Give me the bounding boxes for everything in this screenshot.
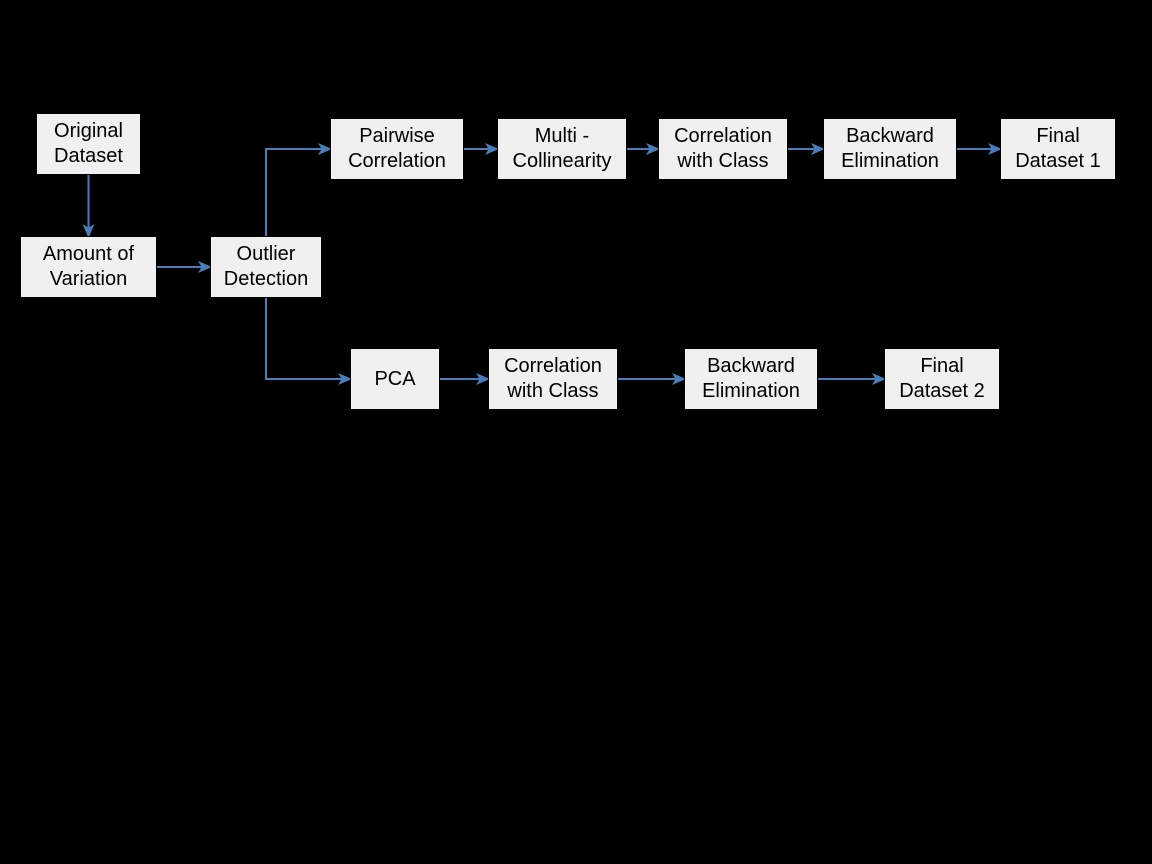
node-final1: Final Dataset 1 [1000, 118, 1116, 180]
node-multi: Multi - Collinearity [497, 118, 627, 180]
node-final2: Final Dataset 2 [884, 348, 1000, 410]
node-label: Pairwise Correlation [339, 124, 455, 174]
node-back1: Backward Elimination [823, 118, 957, 180]
node-pairwise: Pairwise Correlation [330, 118, 464, 180]
node-label: Amount ofVariation [43, 242, 134, 292]
node-label: Final Dataset 1 [1009, 124, 1107, 174]
node-corr1: Correlation with Class [658, 118, 788, 180]
edge-outlier-pca [266, 298, 350, 379]
node-label: Backward Elimination [832, 124, 948, 174]
node-label: Final Dataset 2 [893, 354, 991, 404]
node-label: PCA [374, 367, 415, 392]
node-back2: Backward Elimination [684, 348, 818, 410]
edge-outlier-pairwise [266, 149, 330, 236]
node-label: Correlation with Class [667, 124, 779, 174]
node-pca: PCA [350, 348, 440, 410]
node-label: OriginalDataset [54, 119, 123, 169]
node-outlier: Outlier Detection [210, 236, 322, 298]
node-label: Outlier Detection [219, 242, 313, 292]
node-corr2: Correlation with Class [488, 348, 618, 410]
node-label: Correlation with Class [497, 354, 609, 404]
node-orig: OriginalDataset [36, 113, 141, 175]
node-variation: Amount ofVariation [20, 236, 157, 298]
node-label: Multi - Collinearity [506, 124, 618, 174]
node-label: Backward Elimination [693, 354, 809, 404]
